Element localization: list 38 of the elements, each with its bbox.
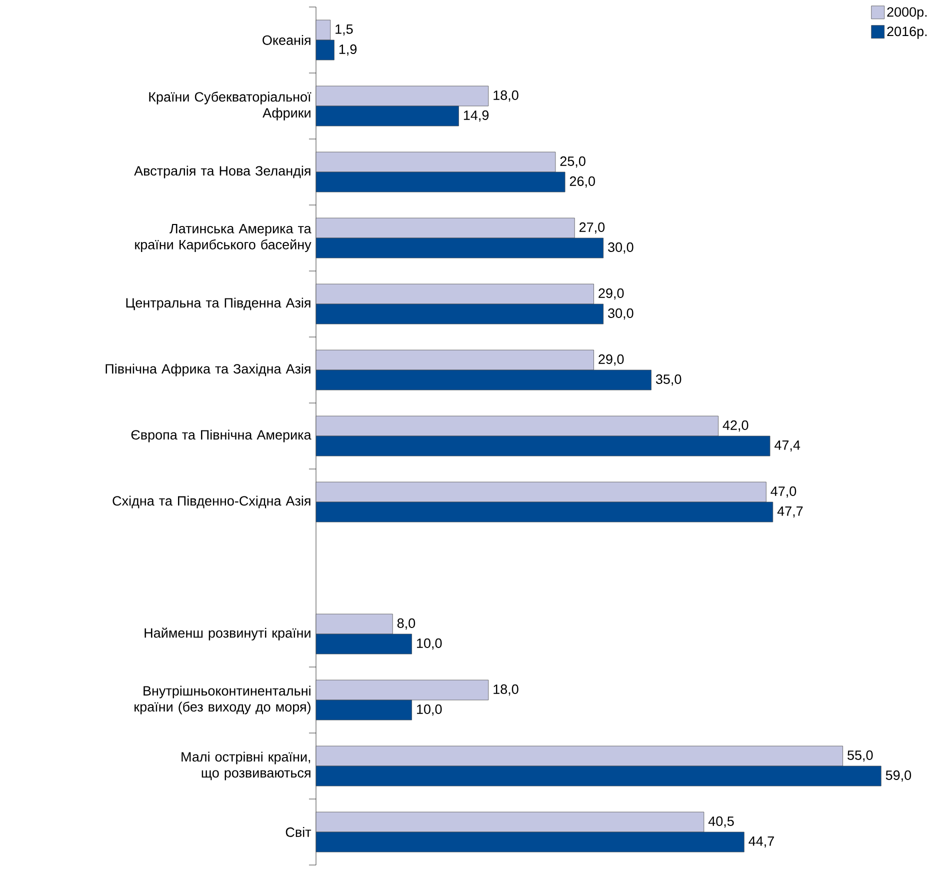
data-label: 59,0 bbox=[886, 770, 912, 782]
legend-label: 2000р. bbox=[887, 7, 927, 20]
y-tick-label: Латинська Америка та країни Карибського басейну bbox=[135, 224, 312, 252]
y-tick-label: Світ bbox=[286, 827, 312, 837]
data-label: 29,0 bbox=[598, 288, 624, 300]
data-label: 47,0 bbox=[770, 486, 796, 498]
y-tick-label: Австралія та Нова Зеландія bbox=[134, 166, 310, 178]
data-label: 47,7 bbox=[777, 506, 803, 518]
data-label: 44,7 bbox=[748, 836, 774, 848]
legend-label: 2016р. bbox=[887, 26, 927, 39]
y-tick-label: Північна Африка та Західна Азія bbox=[106, 364, 310, 376]
data-label: 10,0 bbox=[417, 704, 442, 716]
data-label: 55,0 bbox=[848, 750, 873, 762]
y-tick-label: Європа та Північна Америка bbox=[131, 430, 312, 442]
y-tick-label: Внутрішньоконтинентальні країни (без виходу до моря) bbox=[134, 686, 310, 714]
y-tick-label: Країни Субекваторіальної Африки bbox=[149, 92, 312, 120]
y-tick-label: Центральна та Південна Азія bbox=[126, 298, 310, 310]
data-label: 26,0 bbox=[570, 176, 595, 188]
y-tick-label: Океанія bbox=[262, 35, 310, 45]
data-label: 10,0 bbox=[417, 638, 442, 650]
data-label: 1,5 bbox=[336, 24, 353, 36]
data-label: 47,4 bbox=[774, 440, 800, 452]
data-label: 40,5 bbox=[708, 816, 734, 828]
data-label: 8,0 bbox=[397, 618, 416, 630]
data-label: 18,0 bbox=[494, 684, 518, 696]
data-label: 18,0 bbox=[494, 90, 518, 102]
data-label: 1,9 bbox=[339, 44, 357, 56]
data-label: 30,0 bbox=[608, 308, 634, 320]
data-label: 29,0 bbox=[598, 354, 624, 366]
data-label: 14,9 bbox=[464, 110, 489, 122]
y-tick-label: Східна та Південно-Східна Азія bbox=[112, 496, 310, 508]
y-tick-label: Малі острівні країни, що розвиваються bbox=[182, 752, 310, 780]
data-label: 42,0 bbox=[722, 420, 748, 432]
data-label: 25,0 bbox=[560, 156, 586, 168]
data-label: 27,0 bbox=[579, 222, 605, 234]
y-tick-label: Найменш розвинуті країни bbox=[144, 628, 310, 640]
data-label: 30,0 bbox=[608, 242, 634, 254]
data-label: 35,0 bbox=[656, 374, 682, 386]
